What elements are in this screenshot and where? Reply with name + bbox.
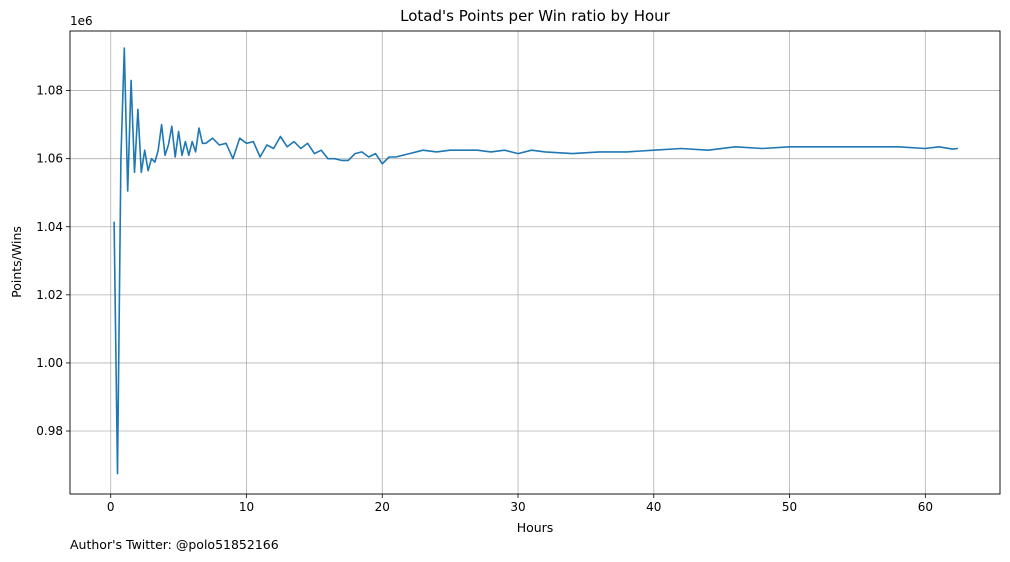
y-tick-label: 1.08 [36, 84, 63, 98]
x-tick-label: 20 [375, 500, 390, 514]
y-axis-offset-label: 1e6 [70, 14, 93, 28]
x-tick-label: 40 [646, 500, 661, 514]
author-credit: Author's Twitter: @polo51852166 [70, 537, 279, 552]
x-tick-label: 30 [510, 500, 525, 514]
x-tick-label: 60 [918, 500, 933, 514]
x-axis-ticks: 0 10 20 30 40 50 60 [107, 494, 933, 514]
y-tick-label: 1.00 [36, 356, 63, 370]
y-tick-label: 0.98 [36, 424, 63, 438]
x-tick-label: 50 [782, 500, 797, 514]
y-tick-label: 1.04 [36, 220, 63, 234]
y-axis-label: Points/Wins [9, 226, 24, 298]
y-tick-label: 1.02 [36, 288, 63, 302]
chart-title: Lotad's Points per Win ratio by Hour [400, 7, 671, 25]
y-axis-ticks: 0.98 1.00 1.02 1.04 1.06 1.08 [36, 84, 70, 438]
grid-lines [70, 31, 1000, 494]
series-line [113, 47, 958, 475]
y-tick-label: 1.06 [36, 152, 63, 166]
plot-frame [69, 30, 1001, 495]
x-tick-label: 10 [239, 500, 254, 514]
x-tick-label: 0 [107, 500, 115, 514]
x-axis-label: Hours [517, 520, 554, 535]
